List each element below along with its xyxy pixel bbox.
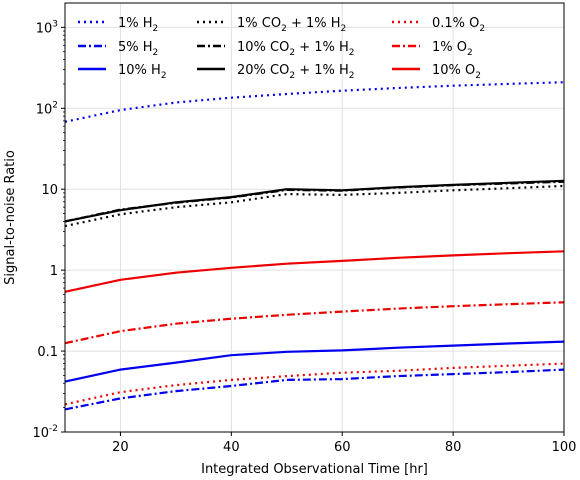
y-tick-label: 10-2: [32, 424, 58, 441]
legend-entry-1: 5% H2: [78, 40, 158, 58]
series-line-6: [64, 362, 565, 406]
y-axis: 10-2 0.1 1 10 102 103: [32, 19, 65, 441]
x-tick-label: 40: [223, 440, 240, 455]
legend-entry-2: 10% H2: [78, 63, 167, 81]
legend-entry-7: 1% O2: [392, 40, 473, 58]
series-line-5: [64, 179, 565, 223]
legend-label: 10% O2: [432, 63, 481, 81]
y-tick-label: 102: [36, 100, 58, 117]
legend-entry-8: 10% O2: [392, 63, 481, 81]
y-tick-label: 103: [36, 19, 58, 36]
legend-entry-4: 10% CO2 + 1% H2: [197, 40, 355, 58]
series-line-4: [64, 180, 565, 223]
x-tick-label: 60: [334, 440, 351, 455]
y-axis-label: Signal-to-noise Ratio: [3, 150, 18, 285]
legend-entry-6: 0.1% O2: [392, 16, 485, 34]
y-tick-label: 0.1: [37, 345, 58, 360]
legend-label: 1% O2: [432, 40, 473, 58]
series-layer: [64, 81, 565, 411]
series-line-1: [64, 368, 565, 411]
y-tick-label: 1: [50, 264, 58, 279]
legend: 1% H2 5% H2 10% H2 1% CO2 + 1% H2 10% CO2 + …: [78, 16, 485, 81]
legend-label: 5% H2: [118, 40, 158, 58]
legend-label: 1% CO2 + 1% H2: [237, 16, 346, 34]
legend-label: 0.1% O2: [432, 16, 485, 34]
x-tick-label: 80: [445, 440, 462, 455]
series-line-3: [64, 184, 565, 228]
y-tick-label: 10: [41, 183, 58, 198]
legend-label: 10% H2: [118, 63, 167, 81]
plot-frame: [64, 2, 565, 433]
legend-entry-0: 1% H2: [78, 16, 158, 34]
x-tick-label: 20: [112, 440, 129, 455]
legend-entry-3: 1% CO2 + 1% H2: [197, 16, 346, 34]
x-tick-label: 100: [552, 440, 577, 455]
legend-entry-5: 20% CO2 + 1% H2: [197, 63, 355, 81]
series-line-8: [64, 250, 565, 293]
series-line-7: [64, 301, 565, 345]
legend-label: 1% H2: [118, 16, 158, 34]
x-axis: 20 40 60 80 100: [112, 432, 576, 455]
legend-label: 10% CO2 + 1% H2: [237, 40, 355, 58]
series-line-0: [64, 81, 565, 123]
legend-label: 20% CO2 + 1% H2: [237, 63, 355, 81]
series-line-2: [64, 340, 565, 383]
x-axis-label: Integrated Observational Time [hr]: [201, 462, 428, 477]
